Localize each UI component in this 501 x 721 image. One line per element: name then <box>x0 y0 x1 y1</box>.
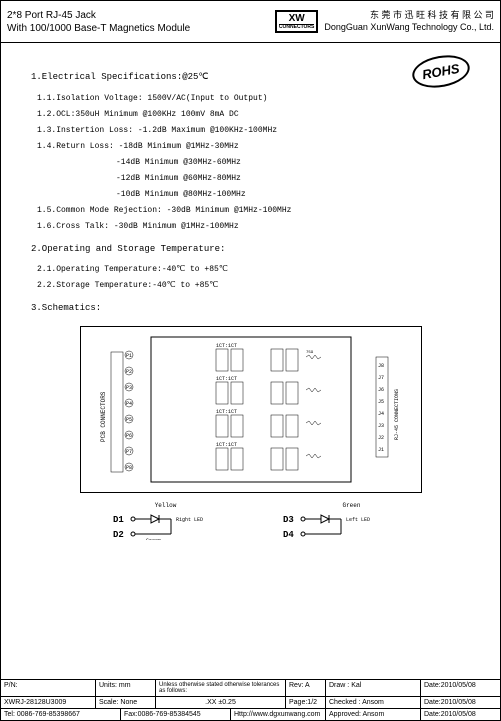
units-cell: Units: mm <box>96 680 156 696</box>
led-right-svg: D1 Right LED D2 Green <box>111 510 221 540</box>
date1-cell: Date:2010/05/08 <box>421 680 500 696</box>
svg-text:J8: J8 <box>378 363 384 369</box>
pn-label: P/N: <box>4 682 18 689</box>
pcb-label: PCB CONNECTORS <box>100 391 107 442</box>
page-cell: Page:1/2 <box>286 697 326 708</box>
svg-text:D1: D1 <box>113 515 124 525</box>
svg-text:P4: P4 <box>126 401 132 407</box>
company-name: 东 莞 市 迅 旺 科 技 有 限 公 司 DongGuan XunWang T… <box>324 10 494 33</box>
logo-main: XW <box>279 13 314 24</box>
spec-1-6: 1.6.Cross Talk: -30dB Minimum @1MHz-100M… <box>37 221 470 233</box>
company-en: DongGuan XunWang Technology Co., Ltd. <box>324 22 494 34</box>
svg-text:Green: Green <box>146 538 161 540</box>
spec-1-4a: -14dB Minimum @30MHz-60MHz <box>116 157 470 169</box>
led-left-svg: D3 Left LED D4 <box>281 510 391 540</box>
transformers: 1CT:1CT 75Ω 1CT:1CT <box>216 343 321 470</box>
pn-cell: P/N: <box>1 680 96 696</box>
rj45-label: RJ-45 CONNECTIONS <box>394 388 400 439</box>
logo-section: XW CONNECTORS 东 莞 市 迅 旺 科 技 有 限 公 司 Dong… <box>275 10 494 34</box>
logo: XW CONNECTORS <box>275 10 318 34</box>
jack-labels: J8 J7 J6 J5 J4 J3 J2 J1 <box>378 363 384 453</box>
spec-2-2: 2.2.Storage Temperature:-40℃ to +85℃ <box>37 280 470 292</box>
led-row: Yellow D1 Right LED D2 Green Green <box>81 501 421 545</box>
svg-text:D4: D4 <box>283 530 294 540</box>
schematic-svg: PCB CONNECTORS RJ-45 CONNECTIONS P1 P2 P… <box>81 327 421 492</box>
checked-cell: Checked : Ansom <box>326 697 421 708</box>
svg-text:P5: P5 <box>126 417 132 423</box>
fax-cell: Fax:0086-769-85384545 <box>121 709 231 720</box>
datasheet-page: 2*8 Port RJ-45 Jack With 100/1000 Base-T… <box>0 0 501 721</box>
svg-text:J1: J1 <box>378 447 384 453</box>
svg-text:1CT:1CT: 1CT:1CT <box>216 343 237 349</box>
tb-row3: Tel: 0086-769-85398667 Fax:0086-769-8538… <box>1 709 500 720</box>
section1-title: 1.Electrical Specifications:@25℃ <box>31 71 470 85</box>
date2-cell: Date:2010/05/08 <box>421 697 500 708</box>
svg-text:J5: J5 <box>378 399 384 405</box>
svg-text:J7: J7 <box>378 375 384 381</box>
svg-text:1CT:1CT: 1CT:1CT <box>216 409 237 415</box>
approved-cell: Approved: Ansom <box>326 709 421 720</box>
tb-row1: P/N: Units: mm Unless otherwise stated o… <box>1 680 500 697</box>
date3-cell: Date:2010/05/08 <box>421 709 500 720</box>
schematic-area: PCB CONNECTORS RJ-45 CONNECTIONS P1 P2 P… <box>31 326 470 545</box>
svg-text:D3: D3 <box>283 515 294 525</box>
yellow-label: Yellow <box>111 501 221 510</box>
draw-cell: Draw : Kal <box>326 680 421 696</box>
product-line2: With 100/1000 Base-T Magnetics Module <box>7 22 190 35</box>
svg-text:P6: P6 <box>126 433 132 439</box>
content: 1.Electrical Specifications:@25℃ 1.1.Iso… <box>1 43 500 545</box>
rev-cell: Rev: A <box>286 680 326 696</box>
svg-text:Left LED: Left LED <box>346 517 370 523</box>
logo-sub: CONNECTORS <box>279 24 314 31</box>
svg-text:P7: P7 <box>126 449 132 455</box>
spec-2-1: 2.1.Operating Temperature:-40℃ to +85℃ <box>37 264 470 276</box>
spec-1-4: 1.4.Return Loss: -18dB Minimum @1MHz-30M… <box>37 141 470 153</box>
scale-cell: Scale: None <box>96 697 156 708</box>
svg-text:75Ω: 75Ω <box>306 351 314 355</box>
tb-row2: XWRJ-28128U3009 Scale: None .XX ±0.25 Pa… <box>1 697 500 709</box>
spec-1-1: 1.1.Isolation Voltage: 1500V/AC(Input to… <box>37 93 470 105</box>
svg-text:J6: J6 <box>378 387 384 393</box>
header: 2*8 Port RJ-45 Jack With 100/1000 Base-T… <box>1 1 500 43</box>
section2-title: 2.Operating and Storage Temperature: <box>31 243 470 257</box>
svg-text:J3: J3 <box>378 423 384 429</box>
svg-text:P1: P1 <box>126 353 132 359</box>
tol-cell: Unless otherwise stated otherwise tolera… <box>156 680 286 696</box>
svg-text:D2: D2 <box>113 530 124 540</box>
svg-text:P8: P8 <box>126 465 132 471</box>
product-title: 2*8 Port RJ-45 Jack With 100/1000 Base-T… <box>7 9 190 35</box>
green-label: Green <box>281 501 391 510</box>
tol-value-cell: .XX ±0.25 <box>156 697 286 708</box>
led-left-block: Green D3 Left LED D4 <box>281 501 391 545</box>
section3-title: 3.Schematics: <box>31 302 470 316</box>
spec-1-2: 1.2.OCL:350uH Minimum @100KHz 100mV 8mA … <box>37 109 470 121</box>
company-cn: 东 莞 市 迅 旺 科 技 有 限 公 司 <box>324 10 494 22</box>
svg-text:J2: J2 <box>378 435 384 441</box>
svg-text:P2: P2 <box>126 369 132 375</box>
spec-1-4b: -12dB Minimum @60MHz-80MHz <box>116 173 470 185</box>
led-right-block: Yellow D1 Right LED D2 Green <box>111 501 221 545</box>
spec-1-5: 1.5.Common Mode Rejection: -30dB Minimum… <box>37 205 470 217</box>
pn-value-cell: XWRJ-28128U3009 <box>1 697 96 708</box>
spec-1-4c: -10dB Minimum @80MHz-100MHz <box>116 189 470 201</box>
svg-text:J4: J4 <box>378 411 384 417</box>
svg-text:Right LED: Right LED <box>176 517 203 523</box>
schematic-diagram: PCB CONNECTORS RJ-45 CONNECTIONS P1 P2 P… <box>80 326 422 493</box>
tel-cell: Tel: 0086-769-85398667 <box>1 709 121 720</box>
product-line1: 2*8 Port RJ-45 Jack <box>7 9 190 22</box>
pin-circles: P1 P2 P3 P4 P5 P6 P7 P8 <box>125 351 133 471</box>
svg-text:P3: P3 <box>126 385 132 391</box>
title-block: P/N: Units: mm Unless otherwise stated o… <box>1 679 500 720</box>
svg-text:1CT:1CT: 1CT:1CT <box>216 442 237 448</box>
url-cell: Http://www.dgxunwang.com <box>231 709 326 720</box>
spec-1-3: 1.3.Instertion Loss: -1.2dB Maximum @100… <box>37 125 470 137</box>
svg-text:1CT:1CT: 1CT:1CT <box>216 376 237 382</box>
